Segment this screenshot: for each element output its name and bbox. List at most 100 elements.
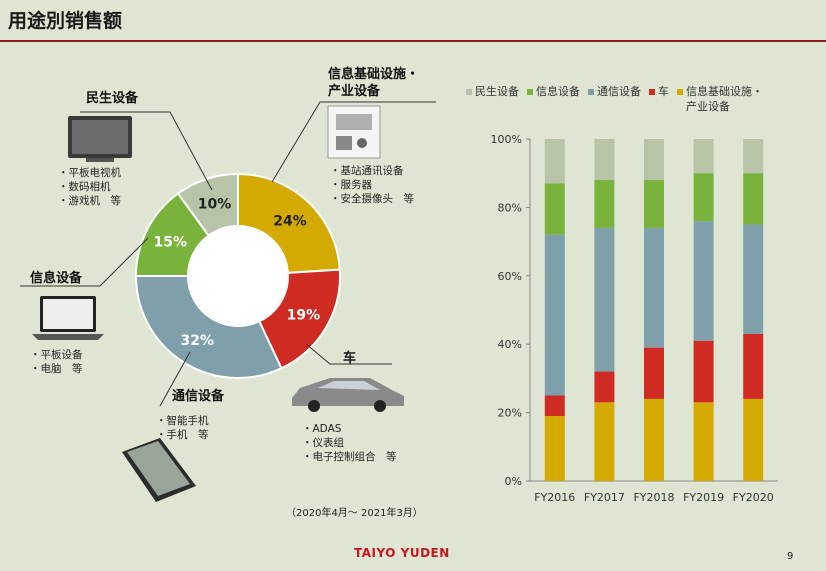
- callout-item: ・游戏机 等: [58, 195, 121, 207]
- period-note: （2020年4月〜 2021年3月）: [286, 508, 423, 519]
- legend-swatch: [466, 89, 472, 95]
- donut-slice: [176, 172, 239, 237]
- leader-lines: [20, 101, 436, 407]
- legend-swatch: [588, 89, 594, 95]
- callout-car-list: ・ADAS ・仪表组 ・电子控制组合 等: [302, 422, 397, 464]
- donut-hole: [189, 227, 287, 325]
- callout-item: ・数码相机: [58, 181, 111, 193]
- leader-infra: [271, 101, 436, 183]
- x-tick-label: FY2016: [534, 491, 575, 504]
- server-icon: [327, 105, 381, 159]
- bar-segment: [594, 402, 615, 481]
- legend-label: 信息设备: [536, 85, 580, 98]
- x-tick-label: FY2020: [733, 491, 774, 504]
- x-tick-label: FY2018: [633, 491, 674, 504]
- bar-segment: [693, 139, 714, 174]
- callout-item: ・仪表组: [302, 437, 344, 449]
- callout-item: ・安全摄像头 等: [330, 193, 414, 205]
- y-tick-label: 20%: [498, 407, 522, 420]
- bar-segment: [544, 234, 565, 396]
- car-icon: [292, 378, 404, 412]
- legend-item: 民生设备: [466, 84, 519, 99]
- callout-consumer-list: ・平板电视机 ・数码相机 ・游戏机 等: [58, 166, 121, 208]
- callout-item: ・平板设备: [30, 349, 83, 361]
- donut-slice: [134, 275, 283, 379]
- callout-item: ・ADAS: [302, 423, 342, 435]
- legend-item: 信息基础设施・ 产业设备: [677, 84, 763, 114]
- callout-comm-title: 通信设备: [172, 389, 225, 404]
- bar-segment: [594, 180, 615, 228]
- title-divider: [0, 40, 826, 42]
- bar-segment: [693, 221, 714, 341]
- bar-segment: [743, 224, 764, 334]
- callout-item: ・基站通讯设备: [330, 165, 404, 177]
- smartphone-icon: [122, 438, 196, 502]
- callout-item: ・智能手机: [156, 415, 209, 427]
- bar-segment: [743, 139, 764, 174]
- bar-segment: [544, 395, 565, 417]
- leader-consumer: [80, 111, 213, 191]
- callout-item: ・服务器: [330, 179, 372, 191]
- legend-item: 通信设备: [588, 84, 641, 99]
- y-tick-label: 60%: [498, 270, 522, 283]
- legend-label: 通信设备: [597, 85, 641, 98]
- legend-swatch: [677, 89, 683, 95]
- legend-label: 车: [658, 85, 669, 98]
- callout-infra-list: ・基站通讯设备 ・服务器 ・安全摄像头 等: [330, 164, 414, 206]
- bar-segment: [594, 139, 615, 181]
- donut-slice-label: 10%: [198, 197, 232, 213]
- bar-segment: [644, 398, 664, 481]
- callout-item: ・电脑 等: [30, 363, 83, 375]
- legend-item: 车: [649, 84, 669, 99]
- laptop-icon: [32, 296, 104, 340]
- donut-slice-label: 24%: [273, 214, 307, 230]
- y-tick-label: 0%: [505, 475, 522, 488]
- page-title: 用途別销售额: [8, 10, 123, 32]
- page-number: 9: [787, 551, 794, 562]
- x-tick-label: FY2017: [584, 491, 625, 504]
- legend-label: 信息基础设施・ 产业设备: [686, 85, 763, 113]
- callout-car-title: 车: [343, 351, 357, 366]
- tv-icon: [68, 116, 132, 162]
- leader-info: [20, 237, 149, 287]
- bar-segment: [693, 173, 714, 222]
- bar-segment: [644, 180, 664, 228]
- bar-segment: [693, 340, 714, 403]
- bar-segment: [644, 139, 664, 181]
- callout-item: ・手机 等: [156, 429, 209, 441]
- bar-segment: [743, 333, 764, 399]
- bar-segment: [644, 347, 664, 399]
- callout-consumer-title: 民生设备: [86, 91, 139, 106]
- bar-segment: [544, 139, 565, 184]
- leader-comm: [159, 351, 191, 407]
- bar-segment: [743, 173, 764, 225]
- callout-item: ・平板电视机: [58, 167, 121, 179]
- donut-slice-label: 19%: [287, 308, 321, 324]
- legend-label: 民生设备: [475, 85, 519, 98]
- bar-segment: [594, 227, 615, 372]
- donut-slice: [237, 172, 341, 274]
- bar-segment: [594, 371, 615, 403]
- bar-segment: [743, 398, 764, 481]
- legend-swatch: [649, 89, 655, 95]
- legend-item: 信息设备: [527, 84, 580, 99]
- callout-infra-title-2: 产业设备: [328, 84, 381, 99]
- bar-segment: [544, 183, 565, 235]
- bar-segment: [644, 227, 664, 348]
- donut-slice-label: 32%: [181, 333, 215, 349]
- donut-slice-label: 15%: [154, 234, 188, 250]
- y-tick-label: 80%: [498, 201, 522, 214]
- x-tick-label: FY2019: [683, 491, 724, 504]
- leader-car: [305, 343, 392, 365]
- y-tick-label: 100%: [491, 133, 522, 146]
- callout-comm-list: ・智能手机 ・手机 等: [156, 414, 209, 442]
- callout-info-title: 信息设备: [30, 271, 83, 286]
- stacked-bar-chart: 0% 20% 40% 60% 80% 100% FY2016 FY2017 FY2018 FY20…: [491, 133, 778, 504]
- callout-info-list: ・平板设备 ・电脑 等: [30, 348, 83, 376]
- bar-segment: [544, 416, 565, 481]
- company-logo: TAIYO YUDEN: [354, 546, 450, 560]
- callout-infra-title-1: 信息基础设施・: [328, 67, 420, 82]
- legend-swatch: [527, 89, 533, 95]
